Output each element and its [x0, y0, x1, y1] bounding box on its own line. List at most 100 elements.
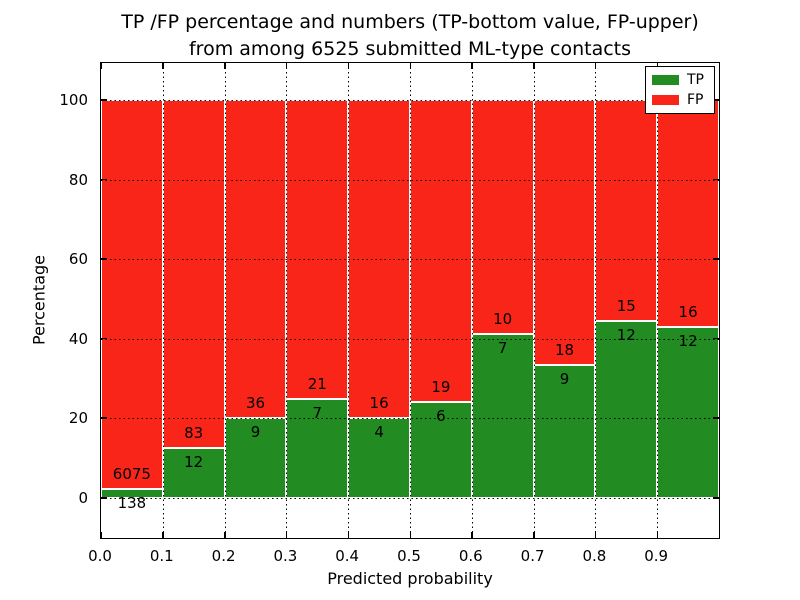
tp-count-label: 4 — [374, 423, 384, 442]
x-tick-label: 0.1 — [149, 547, 174, 565]
tp-bar — [162, 447, 225, 498]
x-tick-mark — [347, 63, 350, 69]
tp-bar — [471, 334, 534, 498]
fp-count-label: 83 — [184, 423, 204, 442]
fp-bar — [410, 100, 472, 403]
legend-label: FP — [687, 91, 704, 108]
x-tick-mark — [162, 532, 164, 538]
x-tick-mark — [471, 532, 473, 538]
x-tick-mark — [224, 532, 226, 538]
y-tick-label: 60 — [68, 250, 88, 269]
y-tick-mark — [101, 99, 107, 101]
x-tick-mark — [224, 63, 226, 69]
vertical-gridline — [410, 63, 411, 538]
legend: TP FP — [645, 66, 715, 114]
y-tick-label: 20 — [68, 409, 88, 428]
y-tick-mark — [101, 178, 107, 181]
vertical-gridline — [162, 63, 164, 538]
y-tick-mark — [713, 258, 719, 260]
y-tick-label: 0 — [78, 489, 88, 507]
x-tick-label: 0.0 — [88, 547, 112, 565]
fp-bar — [533, 100, 596, 366]
x-tick-label: 0.6 — [458, 547, 483, 565]
x-tick-mark — [656, 532, 659, 538]
vertical-gridline — [286, 63, 288, 538]
y-tick-mark — [101, 337, 107, 340]
x-tick-mark — [594, 63, 597, 69]
tp-count-label: 9 — [559, 370, 570, 389]
fp-count-label: 21 — [307, 374, 327, 393]
fp-bar — [286, 100, 349, 399]
y-tick-mark — [713, 337, 719, 340]
fp-count-label: 15 — [616, 297, 636, 316]
tp-count-label: 6 — [436, 407, 446, 426]
x-tick-mark — [533, 63, 535, 69]
y-tick-label: 100 — [59, 91, 88, 109]
chart-title-line2: from among 6525 submitted ML-type contac… — [188, 38, 632, 60]
x-tick-label: 0.9 — [644, 547, 669, 565]
x-tick-mark — [533, 532, 535, 538]
x-tick-label: 0.5 — [397, 547, 421, 565]
y-tick-mark — [101, 497, 107, 499]
tp-count-label: 7 — [312, 403, 323, 422]
fp-swatch — [652, 95, 679, 105]
x-tick-label: 0.4 — [335, 547, 360, 565]
x-tick-mark — [285, 532, 288, 538]
y-tick-mark — [101, 417, 107, 419]
x-tick-label: 0.3 — [273, 547, 298, 565]
x-tick-mark — [471, 63, 473, 69]
fp-count-label: 19 — [431, 378, 451, 397]
tp-count-label: 12 — [184, 452, 204, 471]
tp-bar — [533, 365, 596, 498]
fp-count-label: 16 — [678, 303, 698, 322]
x-tick-label: 0.7 — [520, 547, 545, 565]
chart-title: TP /FP percentage and numbers (TP-bottom… — [100, 9, 720, 63]
tp-bar — [657, 327, 719, 498]
tp-count-label: 12 — [678, 332, 698, 351]
vertical-gridline — [533, 63, 535, 538]
tp-swatch — [652, 75, 679, 85]
fp-bar — [101, 100, 163, 490]
tp-count-label: 138 — [117, 494, 147, 513]
fp-bar — [471, 100, 534, 335]
fp-bar — [657, 100, 719, 328]
x-tick-label: 0.2 — [211, 547, 236, 565]
tp-count-label: 9 — [250, 423, 261, 442]
x-tick-mark — [594, 532, 597, 538]
fp-count-label: 10 — [493, 310, 513, 329]
x-tick-mark — [347, 532, 350, 538]
x-tick-mark — [162, 63, 164, 69]
legend-item-tp: TP — [652, 71, 708, 88]
tp-bar — [595, 321, 658, 498]
y-tick-mark — [713, 417, 719, 419]
tp-bar — [410, 402, 472, 498]
chart-title-line1: TP /FP percentage and numbers (TP-bottom… — [121, 11, 699, 33]
tp-bar — [101, 489, 163, 498]
vertical-gridline — [471, 63, 473, 538]
x-tick-mark — [409, 63, 411, 69]
y-tick-mark — [713, 99, 719, 101]
fp-bar — [162, 100, 225, 448]
vertical-gridline — [657, 63, 659, 538]
x-tick-mark — [285, 63, 288, 69]
y-tick-label: 80 — [68, 170, 88, 189]
tp-count-label: 12 — [616, 326, 636, 345]
y-tick-mark — [713, 497, 719, 499]
fp-bar — [595, 100, 658, 322]
x-tick-mark — [100, 532, 102, 538]
tp-bar — [348, 418, 410, 498]
vertical-gridline — [595, 63, 597, 538]
vertical-gridline — [224, 63, 226, 538]
x-tick-label: 0.8 — [582, 547, 607, 565]
plot-area: 6075 138 83 12 36 9 21 7 16 4 19 6 10 7 18 9 15 12 16 12 — [100, 62, 720, 539]
legend-label: TP — [687, 71, 704, 88]
tp-bar — [286, 398, 349, 498]
fp-count-label: 16 — [369, 394, 389, 413]
fp-count-label: 6075 — [112, 465, 151, 484]
legend-item-fp: FP — [652, 91, 708, 108]
fp-count-label: 36 — [245, 394, 266, 413]
y-tick-label: 40 — [68, 329, 88, 348]
x-tick-mark — [409, 532, 411, 538]
vertical-gridline — [348, 63, 350, 538]
